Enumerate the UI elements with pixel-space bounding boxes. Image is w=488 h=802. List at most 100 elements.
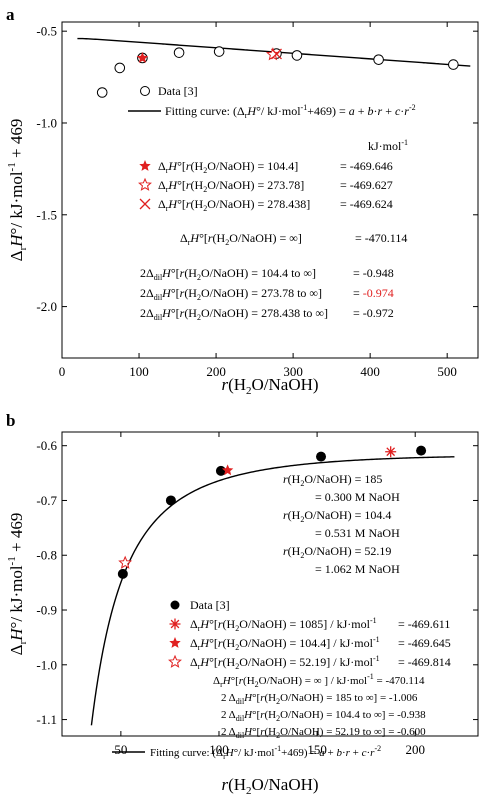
annotation-b-row-2-value: = -469.645 (398, 636, 451, 650)
panel-a-x-ticks: 0 100 200 300 400 500 (59, 22, 457, 379)
annotation-dil-3-value: = -0.972 (353, 306, 394, 320)
panel-b-x-axis-label: r(H2O/NaOH) (221, 775, 318, 797)
annotation-b-row-3: ΔrH°[r(H2O/NaOH) = 52.19] / kJ·mol-1 (190, 654, 380, 671)
panel-a-y-ticks: -0.5 -1.0 -1.5 -2.0 (36, 24, 478, 314)
conc-line-6: = 1.062 M NaOH (315, 562, 400, 576)
conc-line-2: = 0.300 M NaOH (315, 490, 400, 504)
annotation-marker-cross (139, 198, 151, 210)
annotation-b-row-1-value: = -469.611 (398, 617, 450, 631)
conc-line-5: r(H2O/NaOH) = 52.19 (283, 544, 391, 560)
x-tick-label: 0 (59, 364, 66, 379)
x-tick-label: 400 (360, 364, 380, 379)
annotation-b-dil-2: 2 ΔdilH°[r(H2O/NaOH) = 104.4 to ∞] = -0.… (221, 709, 426, 723)
annotation-marker-asterisk (169, 618, 181, 630)
annotation-infinity-value: = -470.114 (355, 231, 407, 245)
annotation-b-dil-1: 2 ΔdilH°[r(H2O/NaOH) = 185 to ∞] = -1.00… (221, 692, 418, 706)
data-point-filled-circle (117, 568, 128, 579)
x-tick-label: 100 (129, 364, 149, 379)
annotation-markers (138, 160, 152, 210)
x-tick-label: 200 (206, 364, 226, 379)
x-tick-label: 150 (307, 742, 327, 757)
data-point-asterisk (385, 446, 397, 458)
annotation-b-markers (168, 618, 182, 668)
panel-b-legend: Data [3] ΔrH°[r(H2O/NaOH) = 1085] / kJ·m… (112, 598, 451, 761)
data-point-open-circle (96, 87, 108, 98)
annotation-dil-2-value-red: -0.974 (363, 286, 394, 300)
annotation-dil-3: 2ΔdilH°[r(H2O/NaOH) = 278.438 to ∞] (140, 306, 328, 322)
data-point-filled-circle (416, 445, 427, 456)
annotation-unit: kJ·mol-1 (368, 138, 408, 153)
x-tick-label: 50 (114, 742, 127, 757)
y-tick-label: -0.5 (36, 24, 57, 39)
y-tick-label: -0.7 (36, 493, 57, 508)
panel-a-legend: Data [3] Fitting curve: (ΔrH°/ kJ·mol-1+… (128, 84, 416, 120)
y-tick-label: -1.1 (36, 712, 57, 727)
panel-b-markers (117, 445, 427, 579)
y-tick-label: -0.9 (36, 603, 57, 618)
data-point-cross (271, 48, 282, 60)
data-point-open-circle (373, 54, 384, 65)
panel-a-annotations: kJ·mol-1 ΔrH°[r(H2O/NaOH) = 104.4] = -46… (138, 138, 408, 322)
annotation-dil-2: 2ΔdilH°[r(H2O/NaOH) = 273.78 to ∞] (140, 286, 322, 302)
data-point-open-circle (291, 50, 303, 61)
conc-line-1: r(H2O/NaOH) = 185 (283, 472, 382, 488)
panel-b-y-ticks: -0.6 -0.7 -0.8 -0.9 -1.0 -1.1 (36, 438, 478, 727)
annotation-row-2-value: = -469.627 (340, 178, 393, 192)
y-tick-label: -1.5 (36, 207, 57, 222)
annotation-dil-1-value: = -0.948 (353, 266, 394, 280)
data-point-open-circle (173, 47, 185, 58)
annotation-marker-open-star (138, 177, 152, 191)
legend-filled-circle (170, 600, 180, 610)
annotation-infinity: ΔrH°[r(H2O/NaOH) = ∞] (180, 231, 302, 247)
panel-b: b 50 100 150 200 -0.6 -0.7 -0.8 -0.9 -1.0 -1.1 r… (6, 411, 479, 797)
panel-a-plot-frame (61, 21, 479, 359)
y-tick-label: -2.0 (36, 299, 57, 314)
x-tick-label: 200 (405, 742, 425, 757)
legend-data-label: Data [3] (158, 84, 198, 98)
conc-line-4: = 0.531 M NaOH (315, 526, 400, 540)
annotation-row-3: ΔrH°[r(H2O/NaOH) = 278.438] (158, 197, 310, 213)
data-point-filled-star (221, 464, 234, 476)
annotation-row-2: ΔrH°[r(H2O/NaOH) = 273.78] (158, 178, 304, 194)
x-tick-label: 500 (437, 364, 457, 379)
y-tick-label: -1.0 (36, 657, 57, 672)
y-tick-label: -0.8 (36, 548, 57, 563)
annotation-dil-2-value: = -0.974 (353, 286, 394, 300)
annotation-row-1-value: = -469.646 (340, 159, 393, 173)
x-tick-label: 300 (283, 364, 303, 379)
data-point-open-circle (213, 46, 225, 57)
data-point-open-star (118, 555, 133, 569)
annotation-marker-open-star (168, 654, 182, 668)
panel-a: a 0 100 200 300 400 500 -0.5 -1.0 -1.5 -2.0 r(H2… (6, 5, 479, 397)
legend-fit-label: Fitting curve: (ΔrH°/ kJ·mol-1+469) = a … (165, 103, 416, 120)
y-tick-label: -1.0 (36, 115, 57, 130)
y-tick-label: -0.6 (36, 438, 57, 453)
annotation-b-row-3-value: = -469.814 (398, 655, 451, 669)
annotation-row-1: ΔrH°[r(H2O/NaOH) = 104.4] (158, 159, 298, 175)
panel-b-label: b (6, 411, 15, 430)
data-point-open-circle (448, 59, 459, 70)
annotation-b-infinity: ΔrH°[r(H2O/NaOH) = ∞ ] / kJ·mol-1 = -470… (213, 672, 425, 689)
x-tick-label: 100 (209, 742, 229, 757)
annotation-marker-filled-star (169, 637, 181, 648)
conc-line-3: r(H2O/NaOH) = 104.4 (283, 508, 391, 524)
panel-b-fit-curve (90, 456, 455, 726)
panel-a-y-axis-label: ΔrH°/ kJ·mol-1 + 469 (6, 119, 29, 262)
annotation-b-dil-3: 2 ΔdilH°[r(H2O/NaOH) = 52.19 to ∞] = -0.… (221, 726, 426, 740)
panel-a-markers (96, 46, 459, 98)
panel-b-x-ticks: 50 100 150 200 (114, 432, 425, 757)
annotation-row-3-value: = -469.624 (340, 197, 393, 211)
data-point-filled-star (136, 51, 149, 63)
data-point-filled-circle (165, 495, 176, 506)
annotation-b-row-1: ΔrH°[r(H2O/NaOH) = 1085] / kJ·mol-1 (190, 616, 377, 633)
panel-b-concentration-notes: r(H2O/NaOH) = 185 = 0.300 M NaOH r(H2O/N… (283, 472, 400, 576)
annotation-dil-2-value-prefix: = (353, 286, 363, 300)
annotation-marker-filled-star (139, 160, 151, 171)
legend-b-data-label: Data [3] (190, 598, 230, 612)
legend-open-circle (140, 86, 150, 96)
panel-b-y-axis-label: ΔrH°/ kJ·mol-1 + 469 (6, 513, 29, 656)
annotation-b-row-2: ΔrH°[r(H2O/NaOH) = 104.4] / kJ·mol-1 (190, 635, 380, 652)
panel-a-x-axis-label: r(H2O/NaOH) (221, 375, 318, 397)
annotation-dil-1: 2ΔdilH°[r(H2O/NaOH) = 104.4 to ∞] (140, 266, 316, 282)
